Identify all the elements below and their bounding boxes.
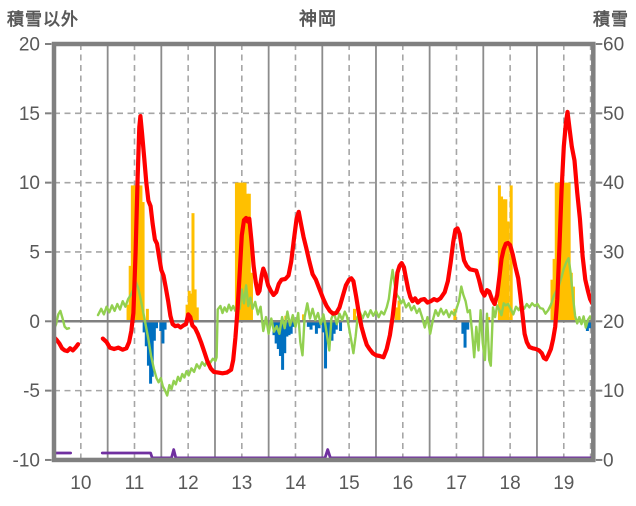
left-axis-title: 積雪以外 [7,10,79,29]
x-axis-tick-label: 11 [125,473,145,494]
orange-bar [397,300,401,322]
orange-bar [193,289,197,322]
blue-bar [309,321,313,330]
orange-bar [245,193,249,322]
blue-bar [332,321,336,334]
blue-bar [159,321,163,332]
orange-bar [249,272,253,322]
orange-bar [487,317,491,322]
right-axis-tick-label: 50 [603,104,624,125]
orange-bar [567,182,571,322]
x-axis-tick-label: 10 [70,473,91,494]
left-axis-tick-label: -10 [13,450,40,471]
blue-bar [142,321,146,333]
orange-bar [139,185,143,322]
orange-bar [234,182,238,322]
orange-bar [195,307,199,322]
blue-bar [281,321,285,370]
right-axis-tick-label: 40 [603,173,624,194]
blue-bar [466,321,470,330]
left-axis-tick-label: 5 [29,242,40,263]
blue-bar [287,321,291,336]
orange-bar [145,308,149,322]
x-axis-tick-label: 12 [178,473,199,494]
blue-bar [324,321,328,369]
left-axis-tick-label: 10 [19,173,40,194]
orange-bar [504,199,508,322]
orange-bar [189,293,193,322]
plot-frame [51,41,596,463]
blue-bar [463,321,467,348]
blue-bar [588,321,592,329]
green-line-segment [52,309,71,331]
red-line-segment [51,335,81,354]
x-axis-tick-label: 18 [500,473,521,494]
orange-bar [247,193,251,322]
right-axis-tick-label: 10 [603,381,624,402]
blue-bar [339,321,343,332]
blue-bar [283,321,287,354]
orange-bar [191,213,195,322]
right-axis-tick-label: 20 [603,312,624,333]
orange-bar [565,182,569,322]
orange-bar [353,308,357,322]
purple-line-segment [100,448,594,460]
green-line-segment [96,257,594,397]
blue-bar [274,321,278,344]
right-axis-tick-label: 0 [603,450,614,471]
right-axis-title: 積雪 [593,10,629,29]
x-axis-tick-label: 14 [285,473,307,494]
orange-bar [502,199,506,322]
left-axis-tick-label: 20 [19,35,40,56]
red-line-segment [100,109,595,376]
blue-bar [461,321,465,334]
x-axis-tick-label: 16 [392,473,413,494]
right-axis-tick-label: 60 [603,35,624,56]
blue-bar [291,321,295,327]
blue-bar [306,321,310,327]
left-axis-tick-label: 15 [19,104,40,125]
orange-bar [561,182,565,322]
x-axis-tick-label: 19 [553,473,574,494]
left-axis-tick-label: 0 [29,312,40,333]
orange-bar [237,182,241,322]
blue-bar [330,321,334,341]
blue-bar [289,321,293,334]
blue-bar [152,321,156,341]
blue-bar [285,321,289,337]
blue-bar [161,321,165,344]
blue-bar [278,321,282,356]
orange-bar [552,258,556,322]
orange-bar [563,182,567,322]
blue-bar [321,321,325,333]
blue-bar [314,321,318,334]
x-axis-tick-label: 15 [339,473,360,494]
blue-bar [154,321,158,329]
orange-bar [130,185,134,322]
blue-bar [334,321,338,330]
blue-bar [312,321,316,326]
x-axis-tick-label: 13 [231,473,252,494]
right-axis-tick-label: 30 [603,242,624,263]
x-axis-tick-label: 17 [446,473,467,494]
orange-bar [126,304,130,322]
orange-bar [243,182,247,322]
orange-bar [394,307,398,322]
orange-bar [497,185,501,322]
blue-bar [317,321,321,329]
orange-bar [506,221,510,322]
orange-bar [569,272,573,322]
blue-bar [150,321,154,377]
page-title: 神岡 [299,9,337,29]
orange-bar [187,290,191,322]
blue-bar [163,321,167,330]
orange-bar [137,185,141,322]
left-axis-tick-label: -5 [23,381,40,402]
orange-bar [554,182,558,322]
orange-bar [141,202,145,322]
blue-bar [276,321,280,350]
